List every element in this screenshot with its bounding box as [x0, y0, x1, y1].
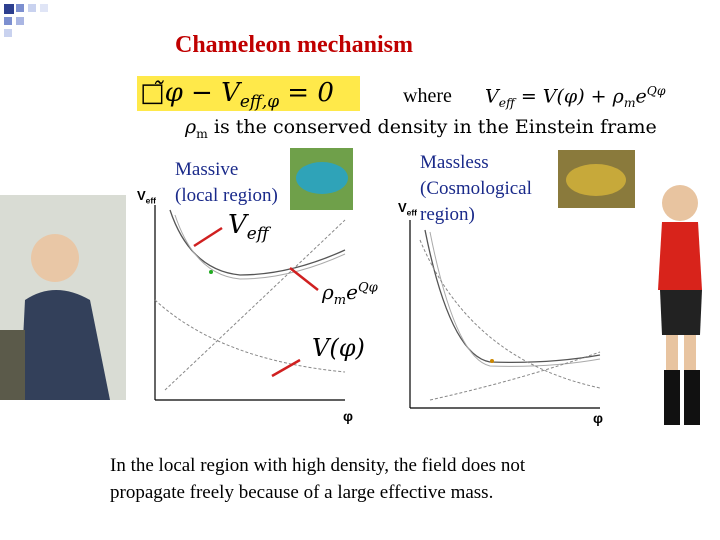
- caption: In the local region with high density, t…: [110, 452, 525, 506]
- curve-part: e: [346, 280, 358, 304]
- right-graph: [409, 220, 601, 409]
- left-label: Massive (local region): [175, 157, 278, 209]
- left-graph: [154, 205, 346, 401]
- note-sub: m: [196, 126, 208, 141]
- equation-part: = 0: [279, 78, 334, 108]
- veff-definition: Veff = V(φ) + ρmeQφ: [485, 84, 666, 110]
- label-line: Massless: [420, 152, 489, 173]
- curve-label: Veff: [228, 210, 269, 243]
- def-sub: eff: [498, 96, 515, 111]
- axis-sub: eff: [145, 195, 156, 206]
- caption-line: In the local region with high density, t…: [110, 455, 526, 476]
- y-axis-label: Veff: [398, 200, 417, 218]
- curve-sup: Qφ: [357, 280, 378, 296]
- chameleon-body: [566, 164, 626, 196]
- def-sub: m: [623, 96, 636, 111]
- x-axis-label: φ: [343, 408, 354, 424]
- equation-part: □̃φ − V: [140, 78, 240, 108]
- y-axis-label: Veff: [137, 188, 156, 206]
- x-axis-label: φ: [593, 410, 604, 426]
- curve-part: ρ: [322, 280, 334, 304]
- slide-title: Chameleon mechanism: [175, 32, 413, 58]
- note-part: is the conserved density in the Einstein…: [207, 116, 657, 138]
- def-part: = V(φ) + ρ: [514, 85, 624, 108]
- label-line: (Cosmological: [420, 178, 532, 199]
- density-note: ρm is the conserved density in the Einst…: [185, 116, 657, 141]
- def-part: e: [635, 85, 647, 108]
- def-part: V: [485, 85, 499, 108]
- person-photo-right: [658, 185, 702, 425]
- right-label: Massless (Cosmological region): [420, 150, 532, 228]
- note-part: ρ: [185, 116, 197, 138]
- axis-part: V: [398, 200, 407, 215]
- curve-label: ρmeQφ: [322, 280, 378, 308]
- equation-sub: eff,φ: [239, 91, 280, 112]
- axis-part: V: [137, 188, 146, 203]
- label-line: (local region): [175, 185, 278, 206]
- def-sup: Qφ: [646, 84, 666, 98]
- label-line: region): [420, 204, 475, 225]
- label-line: Massive: [175, 159, 239, 180]
- caption-line: propagate freely because of a large effe…: [110, 482, 494, 503]
- curve-label: V(φ): [312, 334, 365, 362]
- curve-sub: m: [333, 293, 347, 308]
- equation: □̃φ − Veff,φ = 0: [140, 78, 334, 111]
- curve-sub: eff: [246, 223, 269, 244]
- equation-box: [137, 76, 360, 111]
- chameleon-body: [296, 162, 348, 194]
- person-photo-left: [0, 195, 126, 400]
- where-label: where: [403, 85, 452, 107]
- curve-part: V: [228, 210, 247, 240]
- bullet-icons: [4, 4, 48, 37]
- axis-sub: eff: [406, 207, 417, 218]
